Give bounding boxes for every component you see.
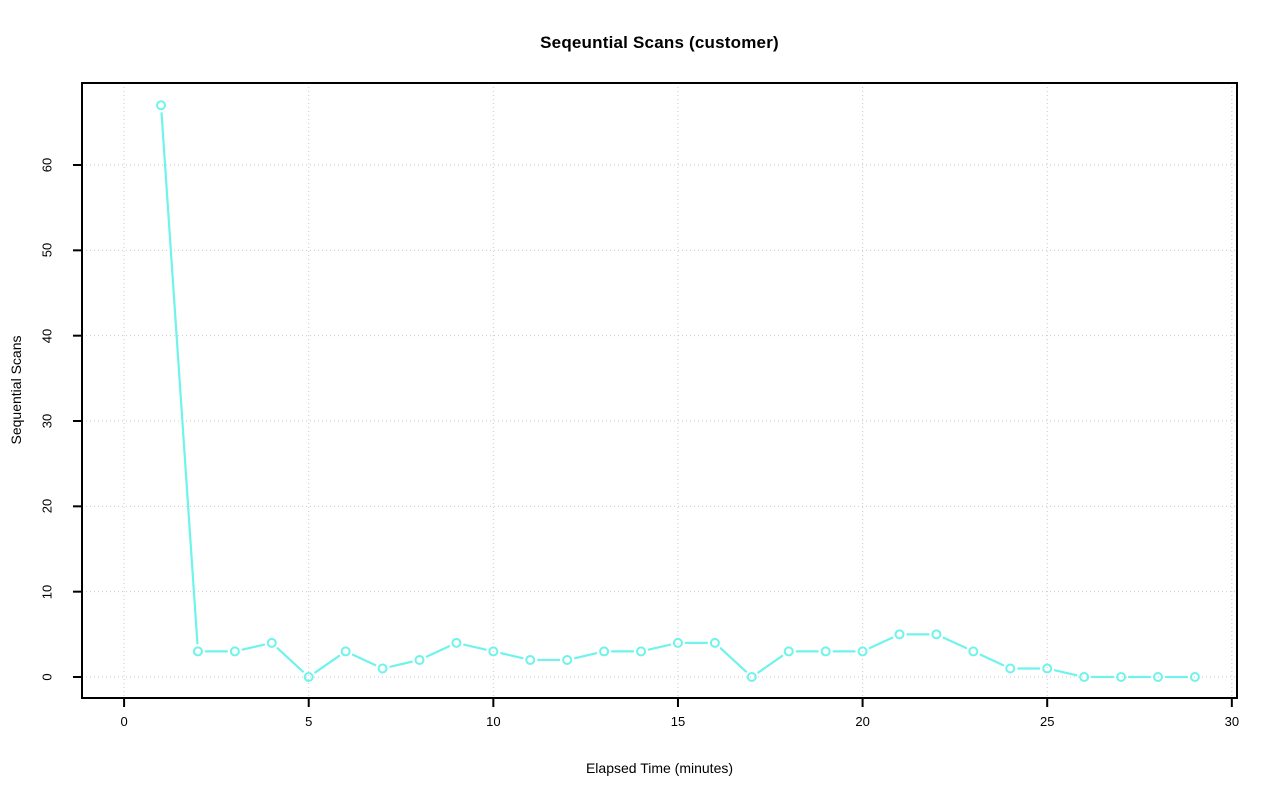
data-point <box>857 646 868 657</box>
series-segment <box>351 653 377 667</box>
chart-title: Seqeuntial Scans (customer) <box>540 33 779 52</box>
data-point <box>1189 672 1200 683</box>
data-point <box>746 672 757 683</box>
data-point <box>1152 672 1163 683</box>
series-segment <box>719 647 748 673</box>
data-point <box>1005 663 1016 674</box>
series-segment <box>868 636 894 650</box>
data-point <box>303 672 314 683</box>
y-tick-label: 60 <box>39 157 55 173</box>
series-segment <box>389 660 413 668</box>
x-tick-label: 15 <box>670 714 686 729</box>
data-point <box>377 663 388 674</box>
data-point <box>1116 672 1127 683</box>
data-point <box>1042 663 1053 674</box>
x-tick-label: 30 <box>1224 714 1240 729</box>
series-segment <box>425 645 451 658</box>
plot-box <box>81 82 1238 699</box>
data-point <box>968 646 979 657</box>
data-point <box>709 637 720 648</box>
y-tick-label: 50 <box>39 243 55 258</box>
y-tick-label: 10 <box>39 584 55 599</box>
data-point <box>525 654 536 665</box>
x-tick-label: 20 <box>855 714 870 729</box>
data-point <box>229 646 240 657</box>
y-tick-label: 40 <box>39 328 55 343</box>
x-tick-label: 10 <box>486 714 501 729</box>
series-segment <box>942 636 968 650</box>
data-point <box>820 646 831 657</box>
series-segment <box>463 643 487 651</box>
x-axis-title: Elapsed Time (minutes) <box>585 760 734 776</box>
y-tick-label: 20 <box>39 499 55 514</box>
data-point <box>488 646 499 657</box>
data-point <box>156 100 167 111</box>
data-point <box>340 646 351 657</box>
x-tick-label: 0 <box>120 714 128 729</box>
series-segment <box>757 654 784 674</box>
data-point <box>894 629 905 640</box>
data-point <box>599 646 610 657</box>
y-tick-label: 0 <box>39 673 55 681</box>
y-tick-label: 30 <box>39 413 55 429</box>
series-segment <box>573 652 598 660</box>
data-point <box>931 629 942 640</box>
data-point <box>1079 672 1090 683</box>
data-point <box>783 646 794 657</box>
series-segment <box>500 652 524 660</box>
data-point <box>266 637 277 648</box>
y-axis-title: Sequential Scans <box>8 335 24 445</box>
series-segment <box>241 643 266 651</box>
data-point <box>451 637 462 648</box>
data-point <box>636 646 647 657</box>
x-tick-label: 5 <box>305 714 313 729</box>
data-point <box>414 654 425 665</box>
data-point <box>562 654 573 665</box>
series-segment <box>979 653 1005 667</box>
series-segment <box>647 643 672 651</box>
series-segment <box>160 112 199 645</box>
series-segment <box>314 654 341 674</box>
series-segment <box>276 647 304 673</box>
x-tick-label: 25 <box>1039 714 1055 729</box>
data-point <box>192 646 203 657</box>
series-segment <box>1053 669 1078 677</box>
data-point <box>672 637 683 648</box>
